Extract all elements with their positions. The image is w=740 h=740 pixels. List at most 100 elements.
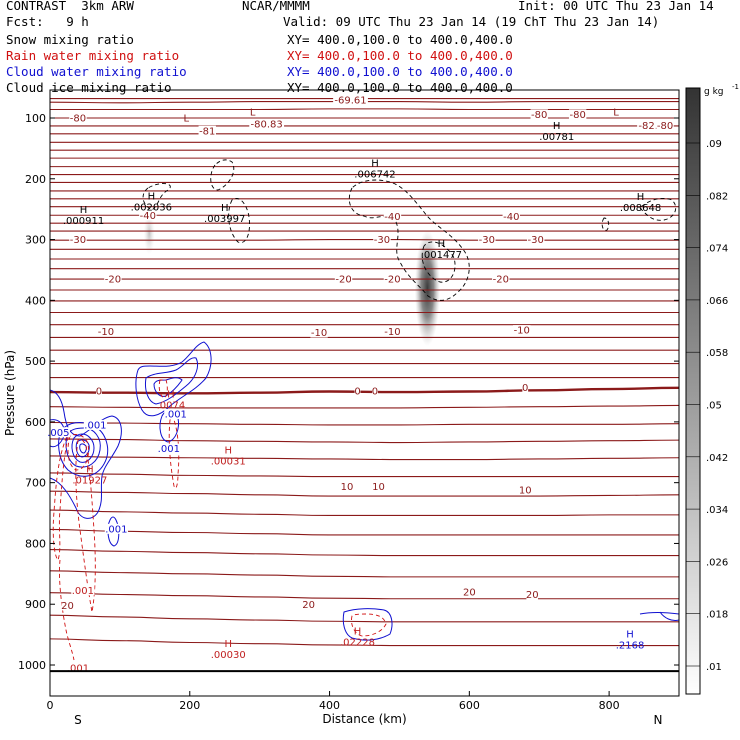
isotherm-label: -80.83 — [251, 120, 283, 131]
contour-value-label: .001 — [67, 664, 89, 675]
isotherm-label: 20 — [526, 590, 539, 601]
cloud-ice-contour — [421, 241, 456, 283]
colorbar-tick-label: .018 — [706, 610, 728, 621]
cloud-water-contour — [58, 422, 109, 477]
contour-value-label-bg — [46, 427, 70, 438]
extremum-value: .00781 — [539, 132, 574, 143]
isotherm-label-bg — [310, 327, 328, 338]
cloud-ice-contour — [210, 159, 235, 191]
isotherm-label: -40 — [140, 211, 156, 222]
isotherm-label: 0 — [354, 386, 360, 397]
contour-value-label-bg — [164, 408, 188, 419]
isotherm-line — [50, 386, 679, 395]
contour-value-label-bg — [83, 419, 108, 430]
south-endpoint-label: S — [74, 713, 82, 727]
x-tick-label: 400 — [319, 699, 340, 712]
isotherm-line — [50, 490, 679, 497]
field-label-cloud-water: Cloud water mixing ratio — [6, 64, 187, 79]
extremum-value: .006742 — [354, 170, 395, 181]
isotherm-label-bg — [372, 481, 385, 492]
cloud-ice-contour — [639, 197, 677, 221]
isotherm-line — [50, 472, 679, 478]
isotherm-label: -10 — [311, 328, 327, 339]
isotherm-label-bg — [354, 385, 361, 396]
valid-time: Valid: 09 UTC Thu 23 Jan 14 (19 ChT Thu … — [283, 14, 660, 29]
isotherm-label: -40 — [384, 212, 400, 223]
isotherm-label-bg — [492, 274, 510, 285]
isotherm-label: -10 — [514, 326, 530, 337]
isotherm-label-bg — [97, 326, 115, 337]
x-tick-label: 800 — [599, 699, 620, 712]
isotherm-label: -10 — [98, 327, 114, 338]
isotherm-label-bg — [333, 94, 368, 105]
isotherm-label: -69.61 — [334, 95, 366, 106]
cloud-water-contour — [145, 357, 199, 405]
colorbar-tick-label: .026 — [706, 557, 728, 568]
field-xy-cloud-water: XY= 400.0,100.0 to 400.0,400.0 — [287, 64, 513, 79]
isotherm-label-bg — [478, 234, 496, 245]
north-endpoint-label: N — [654, 713, 663, 727]
isotherm-label: 10 — [372, 482, 385, 493]
isotherm-label-bg — [302, 599, 315, 610]
cloud-water-contour — [342, 608, 393, 641]
colorbar-tick-label: .034 — [706, 505, 728, 516]
rain-contour — [158, 379, 168, 399]
contour-value-label-bg — [66, 663, 90, 674]
cloud-water-contour — [50, 389, 122, 519]
contour-value-label: .001 — [72, 586, 94, 597]
extremum-mark: H — [371, 159, 379, 170]
isotherm-label: -10 — [384, 327, 400, 338]
isotherm-label-bg — [522, 382, 529, 393]
isotherm-label-bg — [198, 125, 216, 136]
extremum-mark: L — [183, 114, 189, 125]
isotherm-label: 20 — [463, 588, 476, 599]
isotherm-line — [50, 548, 679, 557]
extremum-mark: H — [626, 630, 634, 641]
colorbar-unit-exponent: -1 — [732, 83, 739, 91]
extremum-value: .008648 — [620, 203, 661, 214]
isotherm-line — [50, 592, 679, 600]
isotherm-label-bg — [96, 385, 102, 396]
y-tick-label: 1000 — [18, 659, 46, 672]
isotherm-label-bg — [61, 600, 74, 611]
x-tick-label: 600 — [459, 699, 480, 712]
isotherm-label-bg — [463, 587, 476, 598]
extremum-mark: H — [438, 239, 446, 250]
colorbar-tick-label: .05 — [706, 401, 722, 412]
plot-frame — [49, 89, 680, 697]
y-tick-label: 800 — [25, 537, 46, 550]
isotherm-label: -30 — [528, 235, 544, 246]
contour-value-label: .001 — [84, 421, 106, 432]
colorbar: .01 .018 .026 .034 .042 .05 .058 .066 .074 .082 .0… — [685, 83, 739, 695]
isotherm-label: 0 — [372, 386, 378, 397]
extremum-mark: L — [613, 108, 619, 119]
colorbar-tick-label: .058 — [706, 348, 728, 359]
y-tick-label: 200 — [25, 173, 46, 186]
contour-value-label-bg — [157, 443, 181, 454]
y-axis-label: Pressure (hPa) — [3, 350, 17, 436]
extremum-mark: H — [637, 192, 645, 203]
isotherm-label: -80 — [657, 121, 673, 132]
isotherm-label: -20 — [105, 275, 121, 286]
y-tick-label: 900 — [25, 598, 46, 611]
isotherm-label-bg — [334, 274, 353, 285]
cloud-water-contour — [75, 439, 90, 458]
colorbar-tick-label: .074 — [706, 244, 728, 255]
isotherm-label-bg — [530, 109, 548, 120]
field-label-rain: Rain water mixing ratio — [6, 48, 180, 63]
isotherm-label: -30 — [374, 235, 390, 246]
field-label-snow: Snow mixing ratio — [6, 32, 134, 47]
isotherm-label: -80 — [531, 110, 547, 121]
colorbar-tick-label: .01 — [706, 662, 722, 673]
isotherm-line — [50, 239, 679, 241]
isotherm-line — [50, 528, 679, 536]
cloud-water-contour — [639, 612, 679, 615]
forecast-hour: Fcst: 9 h — [6, 14, 89, 29]
y-tick-label: 300 — [25, 234, 46, 247]
extremum-mark: H — [167, 390, 175, 401]
colorbar-tick-label: .082 — [706, 191, 728, 202]
rain-contour — [67, 433, 89, 471]
extremum-mark: H — [86, 464, 94, 475]
y-tick-label: 400 — [25, 294, 46, 307]
x-axis-label: Distance (km) — [322, 712, 406, 726]
